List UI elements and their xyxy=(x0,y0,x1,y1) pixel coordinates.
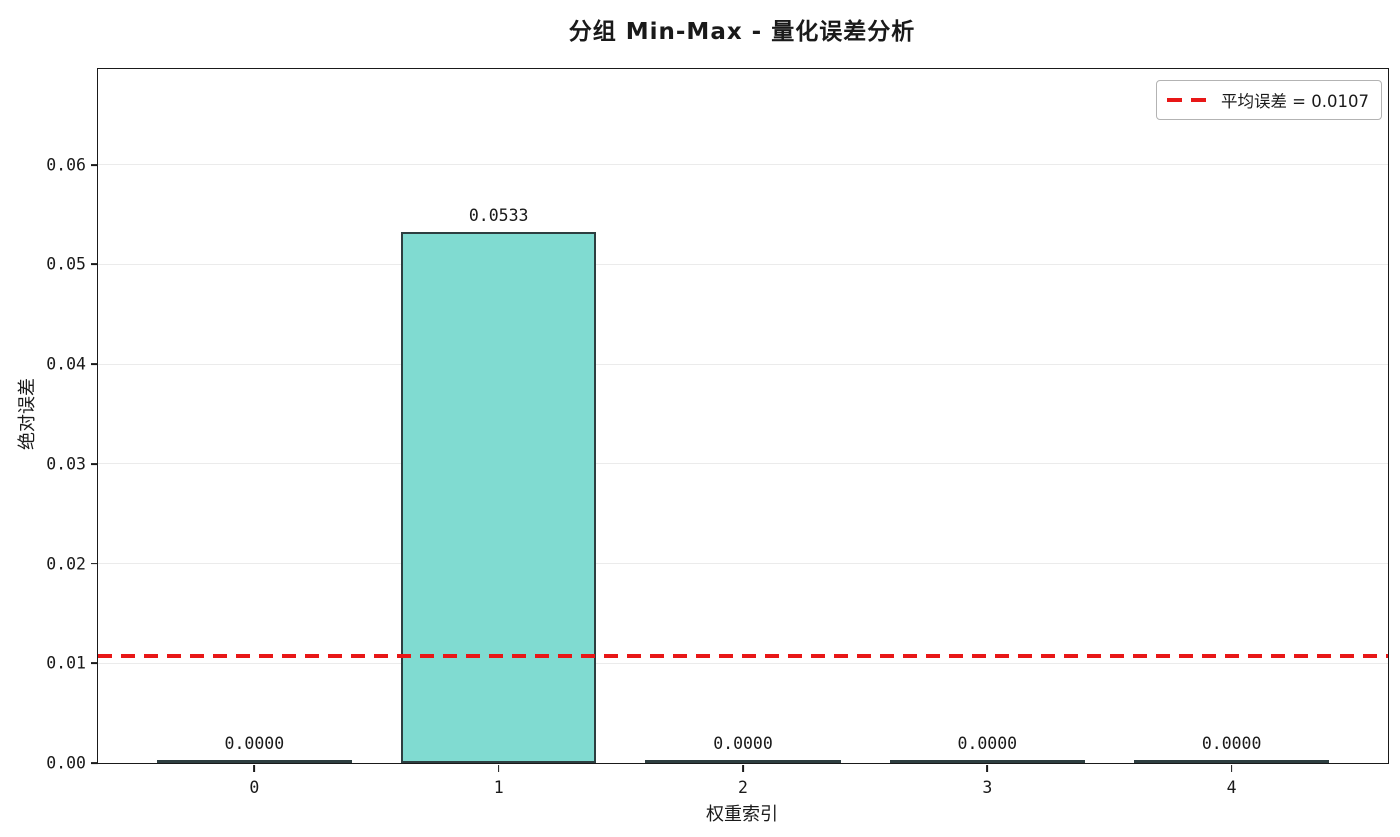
chart-title: 分组 Min-Max - 量化误差分析 xyxy=(568,19,916,45)
x-tick-label: 1 xyxy=(493,778,504,797)
x-axis-label: 权重索引 xyxy=(706,804,778,825)
x-tick-mark xyxy=(1230,765,1233,772)
gridline xyxy=(98,263,1388,265)
y-tick-label: 0.01 xyxy=(46,653,86,673)
y-tick-mark xyxy=(91,562,98,565)
mean-error-line xyxy=(98,654,1388,659)
gridline xyxy=(98,563,1388,565)
bar-value-label: 0.0000 xyxy=(713,733,773,753)
y-tick-label: 0.00 xyxy=(46,753,86,773)
bar xyxy=(645,759,841,763)
y-tick-label: 0.04 xyxy=(46,354,86,374)
y-tick-mark xyxy=(91,662,98,665)
dashed-line-sample xyxy=(1166,98,1209,102)
x-tick-label: 2 xyxy=(738,778,748,797)
bar-value-label: 0.0000 xyxy=(957,733,1018,753)
y-tick-mark xyxy=(91,263,98,266)
legend-label: 平均误差 = 0.0107 xyxy=(1220,92,1369,111)
y-tick-label: 0.02 xyxy=(46,554,86,574)
x-tick-mark xyxy=(497,765,500,772)
x-tick-label: 4 xyxy=(1226,778,1237,797)
x-tick-mark xyxy=(253,765,256,772)
gridline xyxy=(98,463,1388,465)
bar xyxy=(889,759,1086,763)
y-tick-label: 0.05 xyxy=(46,254,86,274)
plot-area: 0.00 0.01 0.02 0.03 0.04 0.05 0.06 0.0000 0 0.053… xyxy=(46,68,1389,797)
y-tick-label: 0.06 xyxy=(46,155,86,175)
bar-value-label: 0.0000 xyxy=(1201,733,1262,753)
y-tick-mark xyxy=(91,462,98,465)
bar-value-label: 0.0533 xyxy=(468,205,529,225)
y-tick-label: 0.03 xyxy=(46,454,86,474)
gridline xyxy=(98,363,1388,365)
x-tick-label: 0 xyxy=(249,778,260,797)
x-tick-mark xyxy=(742,765,744,772)
gridline xyxy=(98,164,1388,166)
x-tick-mark xyxy=(986,765,989,772)
x-tick-label: 3 xyxy=(982,778,993,797)
gridline xyxy=(98,662,1388,664)
bar-value-label: 0.0000 xyxy=(224,733,285,753)
bar xyxy=(400,231,597,763)
y-tick-mark xyxy=(91,163,98,166)
y-tick-mark xyxy=(91,762,98,764)
y-tick-mark xyxy=(91,363,98,366)
bar xyxy=(1133,759,1330,763)
y-axis-label: 绝对误差 xyxy=(17,378,38,450)
bar xyxy=(156,759,353,763)
legend: 平均误差 = 0.0107 xyxy=(1155,80,1382,120)
